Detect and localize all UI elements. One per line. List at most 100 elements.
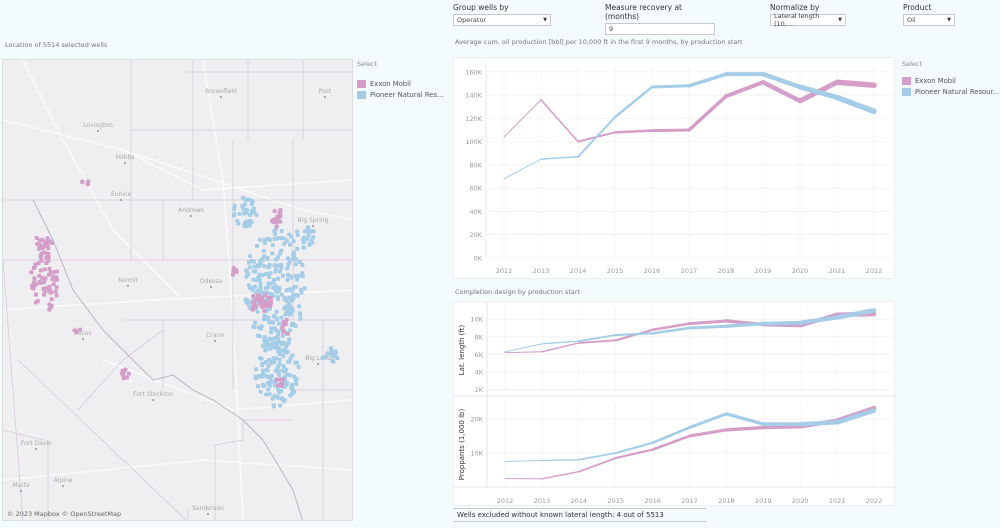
- exxon-well: [273, 218, 278, 223]
- exxon-well: [31, 286, 36, 291]
- pioneer-well: [330, 352, 335, 357]
- exxon-well: [120, 371, 125, 376]
- legend-label: Pioneer Natural Resour...: [915, 87, 1000, 96]
- series-segment-exxon: [651, 322, 691, 332]
- exxon-well: [33, 262, 38, 267]
- town-dot: [152, 399, 154, 401]
- pioneer-well: [275, 364, 280, 369]
- chart-legend: Select Exxon Mobil Pioneer Natural Resou…: [902, 60, 999, 97]
- pioneer-well: [291, 252, 296, 257]
- town-label: Alpine: [54, 477, 73, 484]
- pioneer-well: [253, 320, 258, 325]
- exxon-well: [47, 284, 52, 289]
- pioneer-well: [232, 206, 237, 211]
- normalize-select[interactable]: Lateral length (10,... ▼: [770, 12, 846, 28]
- pioneer-well: [291, 374, 296, 379]
- pioneer-well: [279, 292, 284, 297]
- pioneer-well: [287, 337, 292, 342]
- series-segment-pioneer: [541, 340, 580, 345]
- pioneer-well: [232, 203, 237, 208]
- pioneer-well: [277, 321, 282, 326]
- x-tick-label: 2021: [829, 497, 846, 505]
- exxon-well: [267, 303, 272, 308]
- pioneer-well: [272, 326, 277, 331]
- county-border: [77, 329, 164, 411]
- y-tick-label: 20K: [469, 231, 482, 239]
- town-dot: [124, 162, 126, 164]
- pioneer-well: [305, 229, 310, 234]
- pioneer-well: [269, 330, 274, 335]
- pioneer-well: [275, 395, 280, 400]
- pioneer-well: [262, 239, 267, 244]
- exxon-well: [38, 246, 43, 251]
- town-label: Crane: [206, 332, 224, 339]
- exxon-well: [37, 242, 42, 247]
- well-map[interactable]: Brownfield Post Lovington Hobbs Eunice Andrew…: [2, 59, 353, 521]
- x-tick-label: 2015: [607, 497, 624, 505]
- pioneer-well: [243, 197, 248, 202]
- series-segment-exxon: [541, 342, 580, 353]
- pioneer-well: [267, 275, 272, 280]
- pioneer-well: [257, 277, 262, 282]
- series-segment-pioneer: [797, 84, 840, 100]
- pioneer-well: [300, 273, 305, 278]
- chart-legend-item-exxon[interactable]: Exxon Mobil: [902, 75, 999, 86]
- exxon-well: [33, 292, 38, 297]
- pioneer-well: [293, 262, 298, 267]
- exxon-well: [263, 300, 268, 305]
- pioneer-well: [260, 363, 265, 368]
- pioneer-well: [288, 393, 293, 398]
- exxon-swatch: [902, 76, 911, 85]
- pioneer-well: [279, 229, 284, 234]
- pioneer-well: [265, 339, 270, 344]
- pioneer-well: [295, 273, 300, 278]
- pioneer-well: [273, 257, 278, 262]
- y-tick-label: 80K: [469, 161, 482, 169]
- state-border: [32, 199, 303, 520]
- pioneer-well: [269, 326, 274, 331]
- pioneer-well: [254, 367, 259, 372]
- pioneer-well: [305, 226, 310, 231]
- pioneer-well: [295, 229, 300, 234]
- pioneer-well: [262, 335, 267, 340]
- pioneer-well: [265, 368, 270, 373]
- chart-legend-item-pioneer[interactable]: Pioneer Natural Resour...: [902, 86, 999, 97]
- map-legend-item-pioneer[interactable]: Pioneer Natural Res...: [357, 89, 443, 100]
- pioneer-well: [329, 346, 334, 351]
- product-label: Product: [903, 3, 932, 12]
- pioneer-well: [272, 336, 277, 341]
- pioneer-well: [273, 345, 278, 350]
- chart-legend-title: Select: [902, 60, 923, 68]
- map-legend-item-exxon[interactable]: Exxon Mobil: [357, 78, 443, 89]
- town-dot: [97, 130, 99, 132]
- pioneer-well: [277, 269, 282, 274]
- y-tick-label: 40K: [469, 208, 482, 216]
- pioneer-well: [272, 236, 277, 241]
- series-segment-pioneer: [760, 71, 803, 90]
- series-segment-pioneer: [650, 84, 691, 89]
- exxon-well: [278, 219, 283, 224]
- pioneer-well: [291, 390, 296, 395]
- x-tick-label: 2017: [681, 497, 698, 505]
- road: [202, 60, 244, 520]
- pioneer-well: [283, 346, 288, 351]
- exxon-well: [124, 375, 129, 380]
- pioneer-well: [298, 316, 303, 321]
- series-segment-exxon: [687, 94, 728, 132]
- exxon-well: [257, 301, 262, 306]
- series-segment-exxon: [577, 457, 617, 473]
- pioneer-well: [250, 258, 255, 263]
- pioneer-well: [285, 256, 290, 261]
- recovery-months-input[interactable]: 9: [605, 23, 715, 35]
- production-chart: 0K 20K 40K 60K 80K 100K 120K 140K 160K 2012 2013 20…: [453, 57, 895, 279]
- pioneer-well: [258, 237, 263, 242]
- pioneer-well: [282, 306, 287, 311]
- pioneer-well: [332, 349, 337, 354]
- exxon-well: [46, 246, 51, 251]
- town-dot: [312, 225, 314, 227]
- group-wells-select[interactable]: Operator ▼: [453, 14, 551, 26]
- exxon-well: [274, 224, 279, 229]
- pioneer-well: [290, 308, 295, 313]
- product-select[interactable]: Oil ▼: [903, 14, 955, 26]
- pioneer-well: [277, 235, 282, 240]
